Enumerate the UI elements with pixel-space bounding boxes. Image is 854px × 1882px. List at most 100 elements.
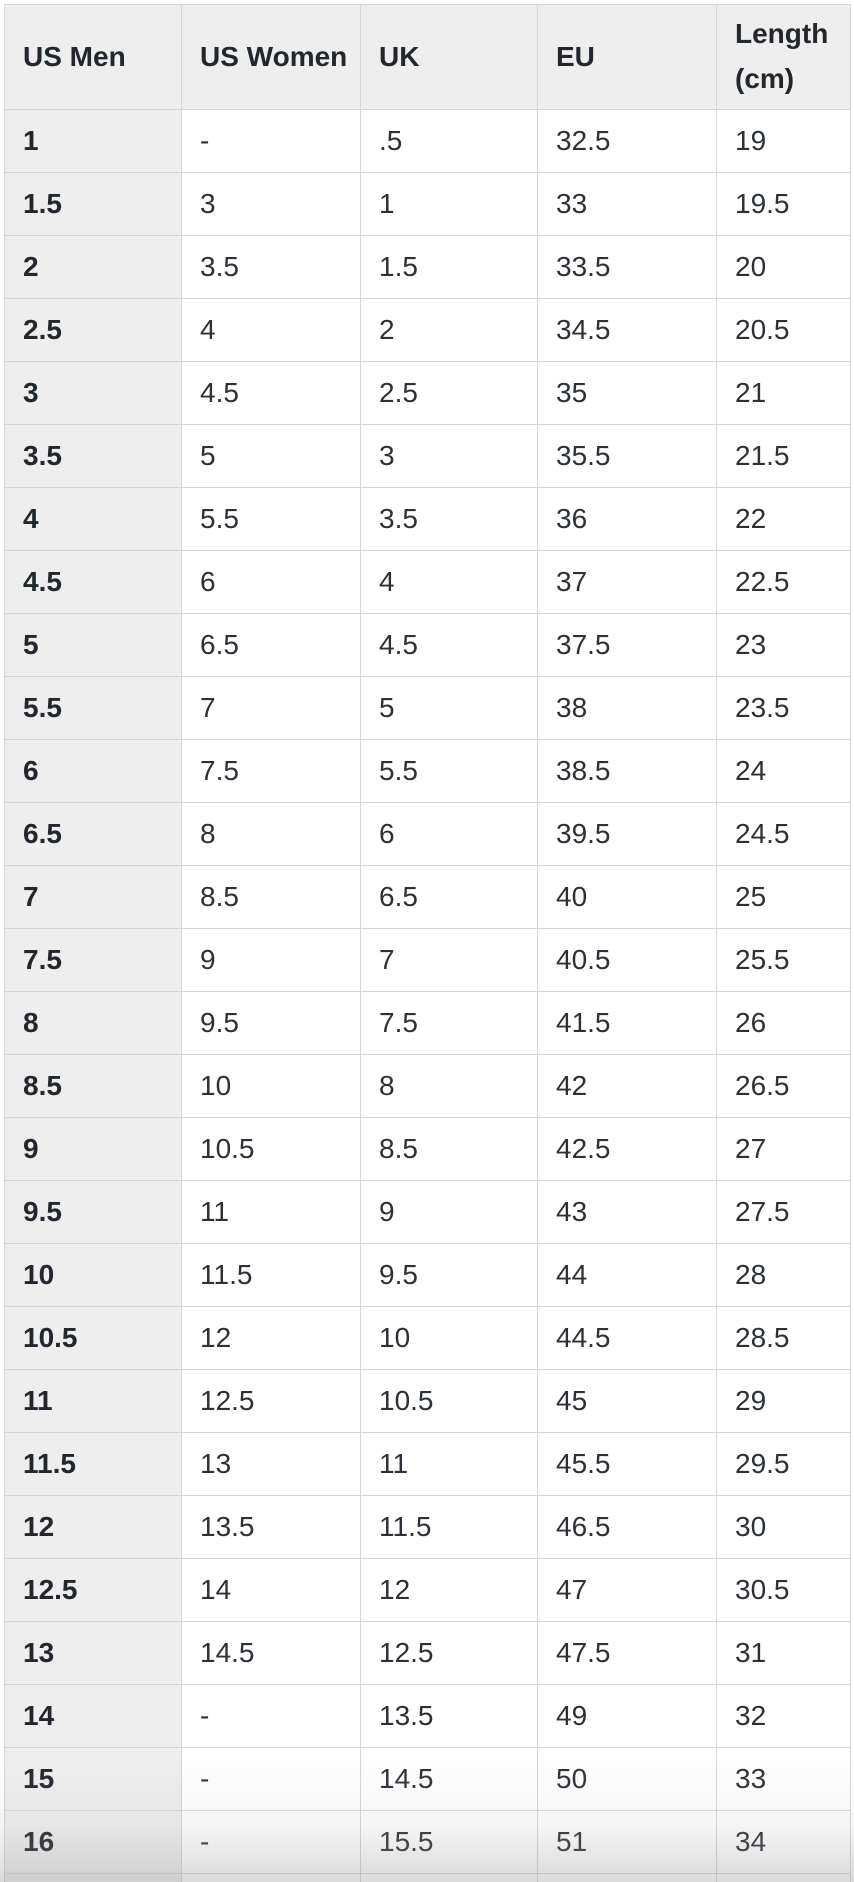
- row-header-cell: 6: [4, 739, 182, 803]
- column-header-1: US Men: [4, 4, 182, 110]
- cell: 35.5: [537, 424, 717, 488]
- cell: 26.5: [716, 1054, 851, 1118]
- cell: 36: [537, 487, 717, 551]
- cell: 30: [716, 1495, 851, 1559]
- row-header-cell: 9.5: [4, 1180, 182, 1244]
- cell: 4.5: [181, 361, 361, 425]
- column-header-3: UK: [360, 4, 538, 110]
- cell: 26: [716, 991, 851, 1055]
- cell: 10: [181, 1054, 361, 1118]
- cell: 12: [360, 1558, 538, 1622]
- table-body: 1- .5 32.5 19 1.5 3 1 33 19.5 2 3.5 1.5 33.5 20 2.5 4 2 3…: [4, 109, 851, 1882]
- cell: 42.5: [537, 1117, 717, 1181]
- cell: 3: [181, 172, 361, 236]
- table-row: 7 8.5 6.5 40 25: [4, 865, 851, 929]
- table-header-row: US Men US Women UK EU Length (cm): [4, 4, 851, 110]
- cell: 32: [716, 1684, 851, 1748]
- cell: 11.5: [181, 1243, 361, 1307]
- table-row: 14-13.5 49 32: [4, 1684, 851, 1748]
- cell: 32.5: [537, 109, 717, 173]
- cell: 33.5: [537, 235, 717, 299]
- column-header-2: US Women: [181, 4, 361, 110]
- cell: 9.5: [360, 1243, 538, 1307]
- cell: 25.5: [716, 928, 851, 992]
- cell: 41.5: [537, 991, 717, 1055]
- row-header-cell: 5: [4, 613, 182, 677]
- table-row: 10.5 12 10 44.5 28.5: [4, 1306, 851, 1370]
- cell: 5: [360, 676, 538, 740]
- cell: 9: [360, 1180, 538, 1244]
- cell: 21: [716, 361, 851, 425]
- cell: 7.5: [181, 739, 361, 803]
- cell: 30.5: [716, 1558, 851, 1622]
- cell: 8: [360, 1054, 538, 1118]
- row-header-cell: 1.5: [4, 172, 182, 236]
- cell: 10.5: [360, 1369, 538, 1433]
- row-header-cell: 5.5: [4, 676, 182, 740]
- row-header-cell: 14: [4, 1684, 182, 1748]
- cell: 28: [716, 1243, 851, 1307]
- size-conversion-table: US Men US Women UK EU Length (cm) 1- .5 32.5 19…: [4, 4, 851, 1882]
- cell: 7: [360, 928, 538, 992]
- cell: [360, 1873, 538, 1882]
- cell: 29: [716, 1369, 851, 1433]
- cell: 4: [181, 298, 361, 362]
- cell: 24.5: [716, 802, 851, 866]
- cell: 2: [360, 298, 538, 362]
- cell: -: [181, 1684, 361, 1748]
- row-header-cell: 15: [4, 1747, 182, 1811]
- cell: 12.5: [181, 1369, 361, 1433]
- cell: 1.5: [360, 235, 538, 299]
- row-header-cell: 13: [4, 1621, 182, 1685]
- cell: 22: [716, 487, 851, 551]
- cell: 6: [181, 550, 361, 614]
- cell: 8.5: [360, 1117, 538, 1181]
- table-row: 8 9.5 7.5 41.5 26: [4, 991, 851, 1055]
- cell: 29.5: [716, 1432, 851, 1496]
- cell: 42: [537, 1054, 717, 1118]
- cell: 6: [360, 802, 538, 866]
- partial-table-row: [4, 1873, 851, 1882]
- table-row: 11.5 13 11 45.5 29.5: [4, 1432, 851, 1496]
- cell: 13: [181, 1432, 361, 1496]
- cell: 9.5: [181, 991, 361, 1055]
- row-header-cell: [4, 1873, 182, 1882]
- row-header-cell: 8.5: [4, 1054, 182, 1118]
- row-header-cell: 16: [4, 1810, 182, 1874]
- cell: 19: [716, 109, 851, 173]
- table-row: 16-15.5 51 34: [4, 1810, 851, 1874]
- cell: 23.5: [716, 676, 851, 740]
- cell: 3.5: [360, 487, 538, 551]
- cell: -: [181, 1810, 361, 1874]
- cell: [537, 1873, 717, 1882]
- cell: 28.5: [716, 1306, 851, 1370]
- table-row: 5.5 7 5 38 23.5: [4, 676, 851, 740]
- cell: [716, 1873, 851, 1882]
- cell: 46.5: [537, 1495, 717, 1559]
- row-header-cell: 6.5: [4, 802, 182, 866]
- cell: 10.5: [181, 1117, 361, 1181]
- row-header-cell: 4.5: [4, 550, 182, 614]
- row-header-cell: 7.5: [4, 928, 182, 992]
- table-row: 12 13.5 11.5 46.5 30: [4, 1495, 851, 1559]
- cell: 4: [360, 550, 538, 614]
- cell: [181, 1873, 361, 1882]
- cell: 12: [181, 1306, 361, 1370]
- row-header-cell: 9: [4, 1117, 182, 1181]
- cell: 10: [360, 1306, 538, 1370]
- row-header-cell: 10: [4, 1243, 182, 1307]
- cell: 6.5: [181, 613, 361, 677]
- cell: 22.5: [716, 550, 851, 614]
- row-header-cell: 11.5: [4, 1432, 182, 1496]
- cell: 3.5: [181, 235, 361, 299]
- column-header-4: EU: [537, 4, 717, 110]
- table-row: 6.5 8 6 39.5 24.5: [4, 802, 851, 866]
- cell: 7.5: [360, 991, 538, 1055]
- table-row: 4.5 6 4 37 22.5: [4, 550, 851, 614]
- cell: 23: [716, 613, 851, 677]
- cell: 25: [716, 865, 851, 929]
- cell: 47: [537, 1558, 717, 1622]
- cell: 27.5: [716, 1180, 851, 1244]
- cell: 14.5: [360, 1747, 538, 1811]
- cell: 11: [360, 1432, 538, 1496]
